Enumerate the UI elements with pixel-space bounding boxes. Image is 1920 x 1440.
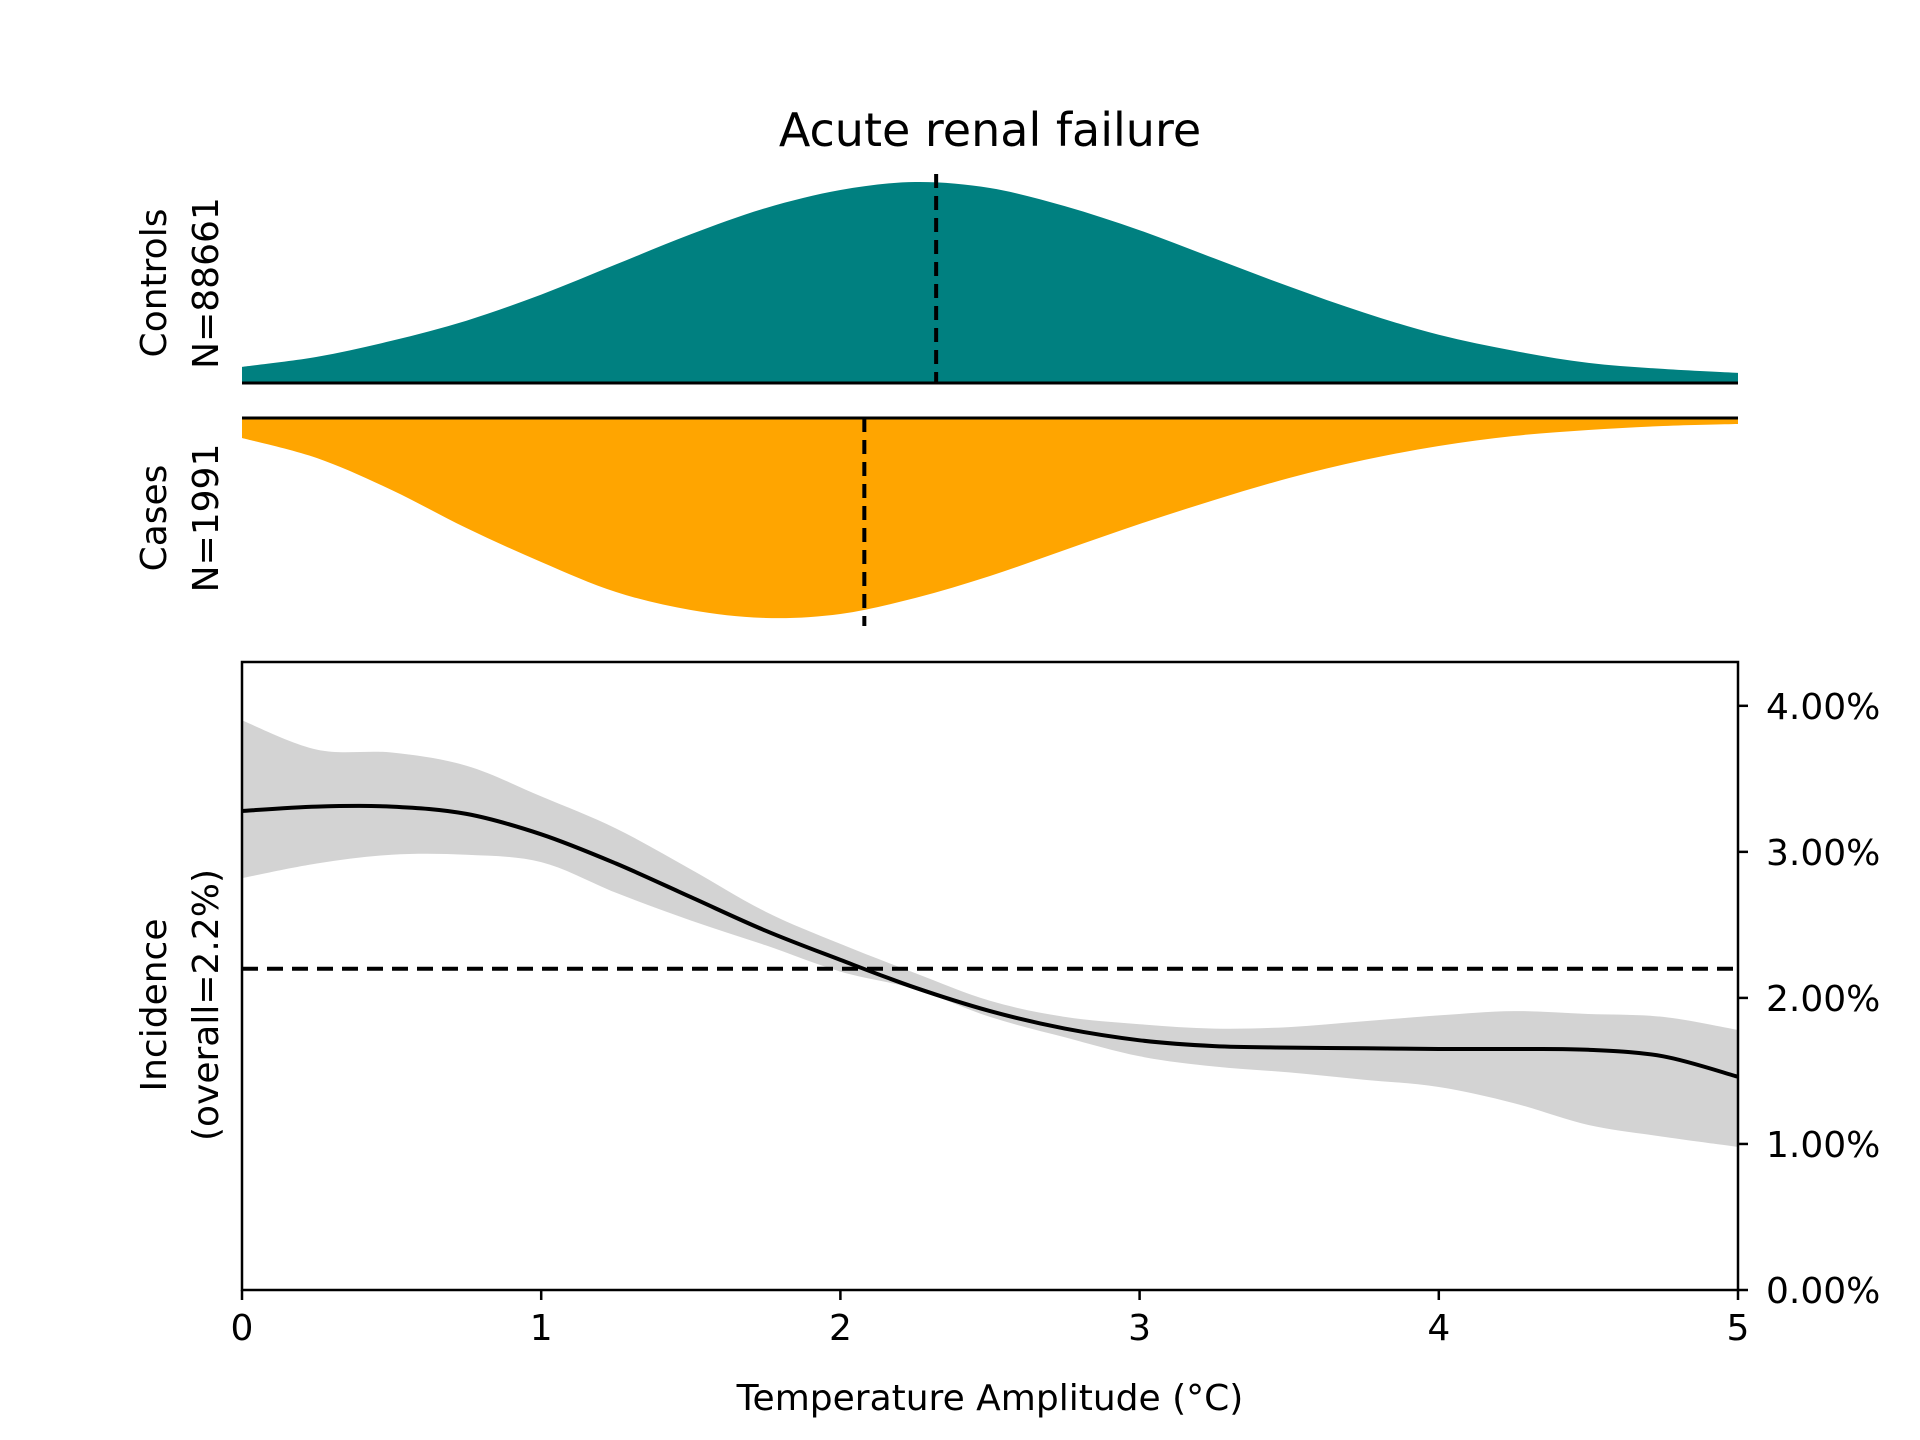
cases-ylabel-line1: Cases	[134, 465, 175, 572]
y-tick-label: 0.00%	[1766, 1271, 1880, 1312]
controls-ylabel-line1: Controls	[134, 209, 175, 358]
controls-density-area	[242, 181, 1738, 383]
chart-title: Acute renal failure	[779, 103, 1201, 157]
cases-density-area	[242, 418, 1738, 619]
incidence-line	[241, 803, 1739, 1079]
x-tick-label: 2	[829, 1308, 852, 1349]
x-tick-label: 1	[530, 1308, 553, 1349]
incidence-axes-frame	[240, 660, 1740, 1292]
confidence-band	[242, 720, 1738, 1147]
x-tick-label: 4	[1427, 1308, 1450, 1349]
y-tick-label: 1.00%	[1766, 1125, 1880, 1166]
incidence-ylabel-line2: (overall=2.2%)	[186, 869, 227, 1141]
y-tick-label: 3.00%	[1766, 833, 1880, 874]
y-tick-label: 4.00%	[1766, 687, 1880, 728]
x-tick-label: 0	[231, 1308, 254, 1349]
controls-panel: Controls N=88661	[134, 174, 1738, 385]
controls-ylabel-line2: N=88661	[186, 197, 227, 369]
incidence-ylabel-line1: Incidence	[134, 919, 175, 1092]
cases-ylabel-line2: N=1991	[186, 444, 227, 593]
y-axis-ticks: 0.00% 1.00% 2.00% 3.00% 4.00%	[1738, 687, 1880, 1312]
x-tick-label: 5	[1727, 1308, 1750, 1349]
incidence-panel: Incidence (overall=2.2%) 0 1 2 3 4 5 0.00% 1.0…	[134, 660, 1880, 1419]
x-tick-label: 3	[1128, 1308, 1151, 1349]
y-tick-label: 2.00%	[1766, 979, 1880, 1020]
x-axis-ticks: 0 1 2 3 4 5	[231, 1290, 1750, 1349]
cases-panel: Cases N=1991	[134, 416, 1738, 626]
x-axis-label: Temperature Amplitude (°C)	[736, 1378, 1244, 1419]
